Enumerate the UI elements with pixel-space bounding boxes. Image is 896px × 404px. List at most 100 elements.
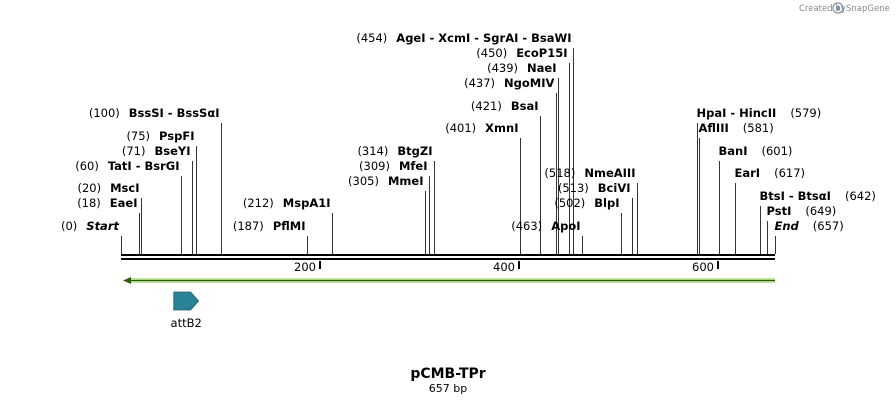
site-name: BlpI (594, 196, 619, 210)
site-naei[interactable]: (439) NaeI (487, 61, 559, 254)
reverse-strand-arrow (123, 277, 775, 284)
site-label: (212) MspA1I (243, 196, 331, 210)
feature-arrow (173, 291, 200, 311)
site-position: (314) (357, 144, 388, 158)
site-position: (617) (774, 166, 805, 180)
site-name: EaeI (110, 196, 138, 210)
site-position: (657) (813, 219, 844, 233)
site-name: AflIII (699, 121, 729, 135)
site-psti[interactable]: PstI (649) (767, 204, 837, 254)
site-position: (100) (89, 106, 120, 120)
site-name: BssSI - BssSαI (129, 106, 220, 120)
site-label: EarI (617) (735, 166, 806, 180)
site-agei[interactable]: (454) AgeI - XcmI - SgrAI - BsaWI (356, 31, 574, 254)
site-position: (518) (544, 166, 575, 180)
site-name: NmeAIII (584, 166, 635, 180)
tick-mark (319, 261, 321, 269)
site-name: MspA1I (283, 196, 331, 210)
site-name: EarI (735, 166, 761, 180)
axis-ticks: 200 400 600 (294, 260, 719, 274)
site-msci[interactable]: (20) MscI (78, 181, 142, 254)
site-mfei[interactable]: (309) MfeI (359, 159, 430, 254)
site-end[interactable]: End (657) (775, 219, 844, 254)
site-label: (75) PspFI (126, 129, 194, 143)
site-name: MfeI (399, 159, 428, 173)
site-position: (0) (61, 219, 77, 233)
site-position: (502) (554, 196, 585, 210)
site-label: (314) BtgZI (357, 144, 432, 158)
site-name: EcoP15I (516, 46, 567, 60)
site-label: BtsI - BtsαI (642) (760, 189, 876, 203)
site-btgzi[interactable]: (314) BtgZI (357, 144, 435, 254)
plasmid-length: 657 bp (429, 382, 467, 395)
site-name: BseYI (154, 144, 190, 158)
site-label: PstI (649) (767, 204, 837, 218)
site-position: (463) (511, 219, 542, 233)
site-hpai[interactable]: HpaI - HincII (579) (697, 106, 822, 254)
site-name: BtgZI (397, 144, 432, 158)
site-nmeaiii[interactable]: (518) NmeAIII (544, 166, 638, 254)
site-apoi[interactable]: (463) ApoI (511, 219, 583, 254)
site-mspa1i[interactable]: (212) MspA1I (243, 196, 333, 254)
site-position: (401) (445, 121, 476, 135)
site-tati[interactable]: (60) TatI - BsrGI (75, 159, 182, 254)
site-label: (309) MfeI (359, 159, 427, 173)
site-xmni[interactable]: (401) XmnI (445, 121, 521, 254)
site-name: MscI (110, 181, 139, 195)
site-bsssi[interactable]: (100) BssSI - BssSαI (89, 106, 222, 254)
credit-text: Created by (799, 4, 846, 14)
site-mmei[interactable]: (305) MmeI (348, 174, 426, 254)
site-label: (513) BciVI (558, 181, 631, 195)
site-position: (439) (487, 61, 518, 75)
site-label: (437) NgoMIV (464, 76, 554, 90)
site-name: MmeI (388, 174, 424, 188)
site-bani[interactable]: BanI (601) (719, 144, 793, 254)
feature-attb2[interactable]: attB2 (171, 291, 202, 330)
site-btsi[interactable]: BtsI - BtsαI (642) (760, 189, 876, 254)
site-name: BciVI (598, 181, 631, 195)
site-label: (518) NmeAIII (544, 166, 635, 180)
site-position: (309) (359, 159, 390, 173)
site-label: (0) Start (61, 219, 120, 233)
site-position: (20) (78, 181, 102, 195)
site-name: ApoI (551, 219, 580, 233)
site-pflmi[interactable]: (187) PflMI (233, 219, 308, 254)
plasmid-name: pCMB-TPr (410, 366, 485, 382)
site-position: (305) (348, 174, 379, 188)
site-ngomiv[interactable]: (437) NgoMIV (464, 76, 557, 254)
site-afliii[interactable]: AflIII (581) (699, 121, 774, 254)
site-bseyi[interactable]: (71) BseYI (122, 144, 193, 254)
site-position: (649) (805, 204, 836, 218)
site-bcivi[interactable]: (513) BciVI (558, 181, 633, 254)
site-name: BsaI (511, 99, 539, 113)
site-name: Start (86, 219, 119, 233)
site-bsai[interactable]: (421) BsaI (471, 99, 541, 254)
site-name: PflMI (273, 219, 306, 233)
site-label: (450) EcoP15I (476, 46, 567, 60)
site-label: HpaI - HincII (579) (697, 106, 822, 120)
site-eaei[interactable]: (18) EaeI (77, 196, 140, 254)
site-position: (450) (476, 46, 507, 60)
site-label: (463) ApoI (511, 219, 580, 233)
tick-mark (518, 261, 520, 269)
site-pspfi[interactable]: (75) PspFI (126, 129, 197, 254)
backbone-bottom-strand (121, 258, 775, 260)
site-ecop15i[interactable]: (450) EcoP15I (476, 46, 570, 254)
feature-label: attB2 (171, 316, 202, 330)
site-label: (20) MscI (78, 181, 140, 195)
site-start[interactable]: (0) Start (61, 219, 122, 254)
site-position: (187) (233, 219, 264, 233)
site-position: (437) (464, 76, 495, 90)
tick-label: 400 (493, 260, 515, 274)
site-position: (71) (122, 144, 146, 158)
site-position: (581) (743, 121, 774, 135)
snapgene-logo (832, 2, 844, 14)
backbone-top-strand (121, 254, 775, 256)
site-eari[interactable]: EarI (617) (735, 166, 806, 254)
site-blpi[interactable]: (502) BlpI (554, 196, 622, 254)
sites-layer: (454) AgeI - XcmI - SgrAI - BsaWI(450) Eco… (61, 31, 876, 254)
site-position: (18) (77, 196, 101, 210)
site-label: (439) NaeI (487, 61, 556, 75)
tick-label: 200 (294, 260, 316, 274)
